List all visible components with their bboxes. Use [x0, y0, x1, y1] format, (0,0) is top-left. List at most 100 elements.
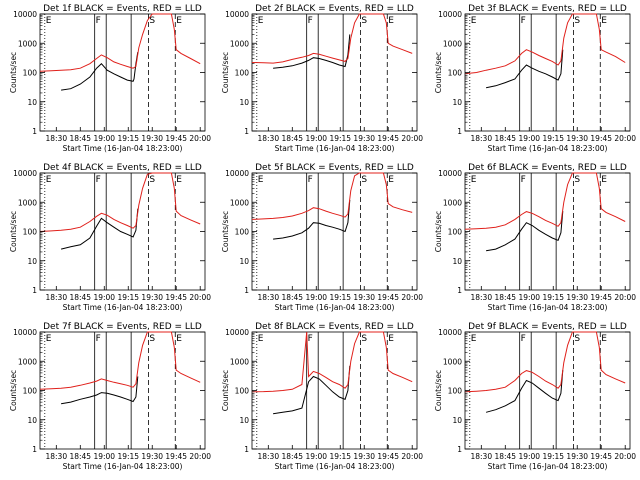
y-tick-label: 1	[32, 286, 37, 295]
event-marker-label: S	[574, 16, 580, 26]
event-marker-label: E	[46, 334, 52, 344]
x-tick-label: 19:45	[377, 452, 399, 461]
x-tick-label: 19:00	[518, 134, 540, 143]
y-tick-label: 100	[448, 387, 463, 396]
y-axis-label: Counts/sec	[9, 52, 18, 93]
y-tick-label: 10000	[225, 10, 249, 19]
event-marker-label: S	[149, 334, 155, 344]
x-tick-label: 19:00	[518, 293, 540, 302]
x-tick-label: 19:30	[566, 452, 588, 461]
x-tick-label: 19:30	[566, 134, 588, 143]
y-tick-label: 100	[448, 69, 463, 78]
x-tick-label: 19:00	[305, 134, 327, 143]
series-events	[486, 211, 564, 252]
y-tick-label: 10	[452, 98, 462, 107]
y-axis-label: Counts/sec	[9, 211, 18, 252]
x-tick-label: 18:30	[470, 452, 492, 461]
x-tick-label: 20:00	[189, 452, 211, 461]
y-tick-label: 10	[239, 98, 249, 107]
panel-title: Det 8f BLACK = Events, RED = LLD	[255, 322, 414, 332]
y-tick-label: 100	[235, 69, 250, 78]
x-tick-label: 19:00	[93, 134, 115, 143]
series-lld	[464, 331, 626, 393]
y-tick-label: 10000	[438, 10, 462, 19]
event-marker-label: E	[388, 16, 394, 26]
series-lld	[464, 172, 626, 230]
x-tick-label: 18:45	[494, 452, 516, 461]
y-tick-label: 10	[27, 416, 37, 425]
x-tick-label: 18:45	[494, 293, 516, 302]
y-axis-label: Counts/sec	[434, 52, 443, 93]
x-tick-label: 19:15	[117, 134, 139, 143]
x-tick-label: 19:45	[165, 452, 187, 461]
y-tick-label: 1000	[230, 198, 249, 207]
event-marker-label: F	[308, 16, 313, 26]
x-tick-label: 19:00	[93, 293, 115, 302]
x-axis-label: Start Time (16-Jan-04 18:23:00)	[63, 144, 183, 153]
panel-title: Det 5f BLACK = Events, RED = LLD	[255, 163, 414, 173]
x-tick-label: 19:30	[141, 293, 163, 302]
x-tick-label: 19:30	[141, 452, 163, 461]
x-tick-label: 20:00	[401, 293, 423, 302]
y-tick-label: 1	[457, 445, 462, 454]
y-tick-label: 10	[27, 257, 37, 266]
event-marker-label: E	[176, 334, 182, 344]
event-marker-label: S	[149, 175, 155, 185]
x-tick-label: 19:15	[117, 293, 139, 302]
y-tick-label: 10000	[225, 169, 249, 178]
x-tick-label: 20:00	[614, 452, 636, 461]
series-events	[60, 208, 139, 250]
series-events	[485, 49, 564, 89]
y-tick-label: 1	[457, 127, 462, 136]
plot-frame	[251, 13, 418, 132]
event-marker-label: F	[521, 175, 526, 185]
y-tick-label: 1000	[443, 39, 462, 48]
event-marker-label: E	[601, 16, 607, 26]
event-marker-label: E	[471, 16, 477, 26]
y-tick-label: 10	[27, 98, 37, 107]
panel-title: Det 7f BLACK = Events, RED = LLD	[43, 322, 202, 332]
x-axis-label: Start Time (16-Jan-04 18:23:00)	[488, 144, 608, 153]
event-marker-label: F	[96, 334, 101, 344]
y-tick-label: 10000	[225, 328, 249, 337]
x-tick-label: 19:30	[353, 452, 375, 461]
y-tick-label: 10	[239, 257, 249, 266]
x-axis-label: Start Time (16-Jan-04 18:23:00)	[275, 144, 395, 153]
x-tick-label: 19:45	[590, 293, 612, 302]
x-tick-label: 19:30	[141, 134, 163, 143]
plot-frame	[39, 172, 206, 291]
y-tick-label: 10000	[13, 169, 37, 178]
panel-det-6: Det 6f BLACK = Events, RED = LLD E F S E 1 10 1…	[434, 163, 636, 312]
y-tick-label: 1000	[443, 357, 462, 366]
x-tick-label: 18:30	[257, 452, 279, 461]
y-tick-label: 10000	[13, 10, 37, 19]
event-marker-label: E	[258, 334, 264, 344]
plot-frame	[464, 13, 631, 132]
y-tick-label: 100	[23, 69, 38, 78]
event-marker-label: E	[601, 334, 607, 344]
plot-frame	[464, 172, 631, 291]
x-tick-label: 20:00	[401, 134, 423, 143]
x-tick-label: 19:15	[542, 293, 564, 302]
y-tick-label: 10	[452, 257, 462, 266]
series-events	[273, 365, 351, 415]
y-tick-label: 10	[452, 416, 462, 425]
y-axis-label: Counts/sec	[9, 370, 18, 411]
x-tick-label: 19:00	[305, 293, 327, 302]
x-tick-label: 19:15	[329, 134, 351, 143]
x-tick-label: 18:30	[45, 452, 67, 461]
x-tick-label: 19:30	[353, 134, 375, 143]
x-tick-label: 20:00	[401, 452, 423, 461]
panel-det-7: Det 7f BLACK = Events, RED = LLD E F S E 1 10 1…	[9, 322, 211, 471]
event-marker-label: F	[521, 334, 526, 344]
x-tick-label: 20:00	[614, 293, 636, 302]
panel-title: Det 1f BLACK = Events, RED = LLD	[43, 4, 202, 14]
panel-title: Det 6f BLACK = Events, RED = LLD	[468, 163, 627, 173]
event-marker-label: E	[601, 175, 607, 185]
x-axis-label: Start Time (16-Jan-04 18:23:00)	[488, 462, 608, 471]
event-marker-label: S	[361, 175, 367, 185]
y-tick-label: 1000	[18, 357, 37, 366]
x-tick-label: 18:30	[470, 293, 492, 302]
panel-title: Det 3f BLACK = Events, RED = LLD	[468, 4, 627, 14]
y-axis-label: Counts/sec	[434, 211, 443, 252]
